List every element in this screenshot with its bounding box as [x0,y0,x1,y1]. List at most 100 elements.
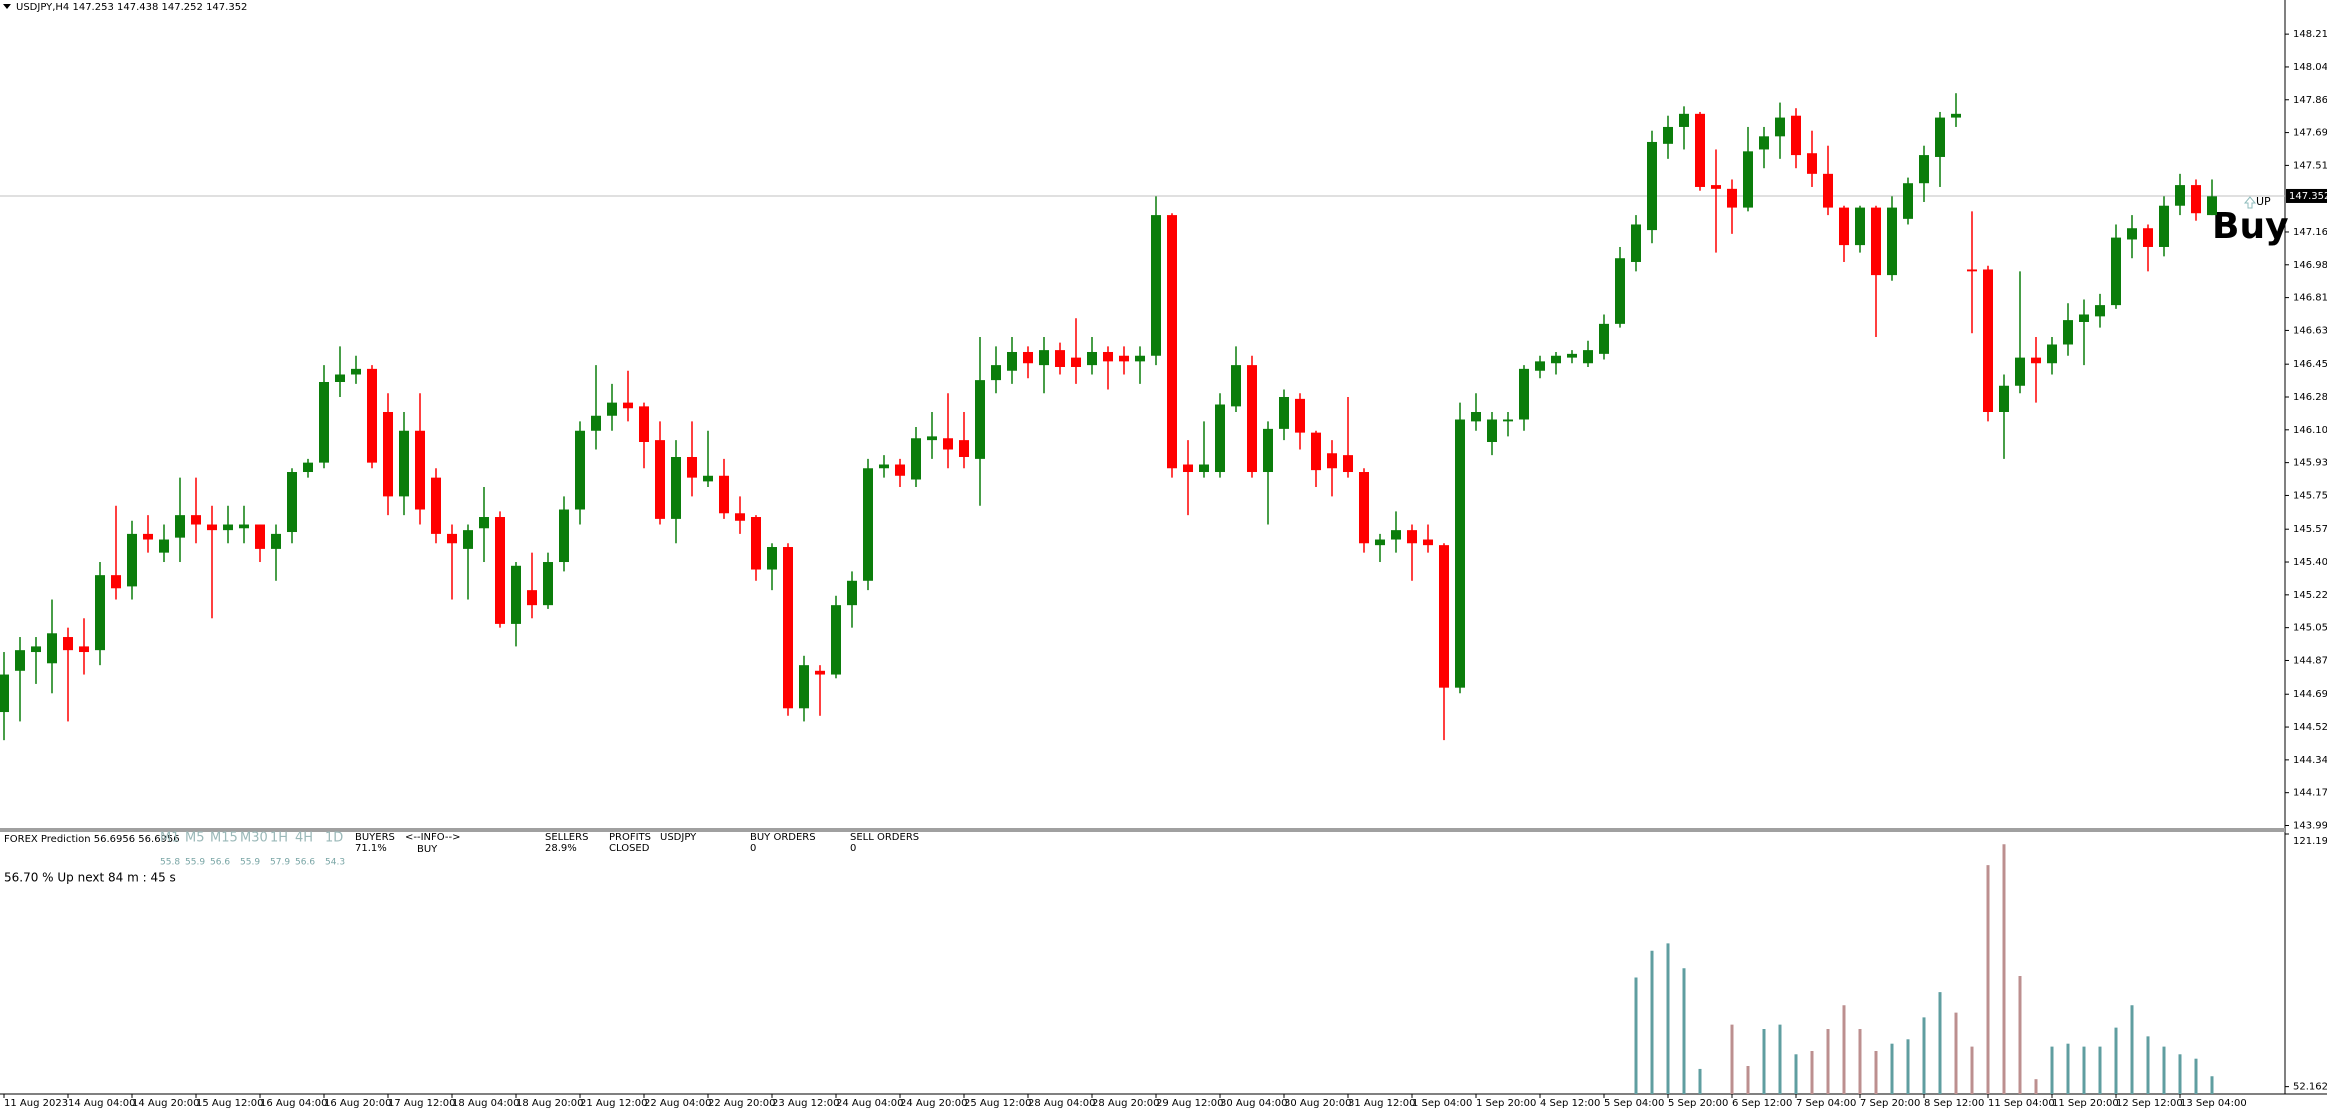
candle-body [2047,344,2057,364]
candle-body [1375,539,1385,546]
x-tick-label: 23 Aug 12:00 [772,1098,839,1109]
x-tick-label: 11 Sep 20:00 [2052,1098,2119,1109]
candle-body [1023,351,1033,364]
candle-body [639,406,649,443]
timeframe-label: M15 [210,831,238,846]
timeframe-label: 4H [295,831,313,846]
y-tick-label: 144.170 [2293,788,2327,799]
candle-body [1727,188,1737,208]
candle-body [895,464,905,476]
y-tick-label: 147.515 [2293,160,2327,171]
candle-body [303,462,313,473]
timeframe-label: M30 [240,831,268,846]
candle-body [847,580,857,606]
candle-body [47,633,57,664]
candle-body [1519,368,1529,420]
candle-body [1167,215,1177,469]
candle-body [1599,323,1609,354]
candle-body [2095,305,2105,317]
candle-body [15,650,25,671]
candle-body [495,517,505,624]
candle-body [1967,269,1977,272]
candle-body [351,368,361,375]
candle-body [575,430,585,510]
candle-body [1903,183,1913,219]
candle-body [383,411,393,497]
timeframe-value: 55.8 [160,858,180,868]
timeframe-value: 56.6 [295,858,315,868]
candle-body [927,436,937,441]
candle-body [831,605,841,675]
candle-body [1615,258,1625,324]
candle-body [767,547,777,570]
candle-body [1663,126,1673,144]
candle-body [719,475,729,514]
candle-body [1087,351,1097,366]
candle-body [2015,357,2025,386]
x-tick-label: 25 Aug 12:00 [964,1098,1031,1109]
x-tick-label: 7 Sep 20:00 [1860,1098,1920,1109]
y-tick-label: 147.160 [2293,227,2327,238]
candle-body [1823,173,1833,208]
candle-body [127,533,137,587]
candle-body [1471,411,1481,422]
x-tick-label: 18 Aug 20:00 [516,1098,583,1109]
x-tick-label: 13 Sep 04:00 [2180,1098,2247,1109]
candle-body [1391,530,1401,540]
candle-body [1583,350,1593,364]
candle-body [863,468,873,581]
y-tick-label: 145.050 [2293,623,2327,634]
candle-body [1535,361,1545,371]
x-tick-label: 15 Aug 12:00 [196,1098,263,1109]
x-tick-label: 7 Sep 04:00 [1796,1098,1856,1109]
candle-body [1759,136,1769,150]
candle-body [287,472,297,533]
candle-body [2031,357,2041,364]
candle-body [959,440,969,458]
candle-body [223,524,233,531]
x-tick-label: 30 Aug 20:00 [1284,1098,1351,1109]
candle-body [95,575,105,651]
candle-body [1695,113,1705,187]
candle-body [1071,357,1081,367]
y-tick-label: 145.225 [2293,590,2327,601]
candle-body [399,430,409,497]
candle-body [319,381,329,463]
candle-body [1503,419,1513,422]
candle-body [2159,205,2169,247]
x-tick-label: 5 Sep 20:00 [1668,1098,1728,1109]
timeframe-label: M5 [185,831,205,846]
candle-body [815,670,825,675]
x-tick-label: 30 Aug 04:00 [1220,1098,1287,1109]
y-tick-label: 145.400 [2293,557,2327,568]
candle-body [1855,207,1865,246]
menu-arrow[interactable] [3,4,11,9]
current-price-label: 147.352 [2289,191,2327,202]
x-tick-label: 5 Sep 04:00 [1604,1098,1664,1109]
signal-arrow-icon [2243,196,2257,209]
candle-body [1647,141,1657,231]
candle-body [271,533,281,549]
candle-body [1775,117,1785,137]
buyers-label: BUYERS [355,832,395,843]
sell-orders-value: 0 [850,843,856,854]
candle-body [1711,185,1721,189]
x-tick-label: 14 Aug 04:00 [68,1098,135,1109]
indicator-y-tick-label: 52.1629 [2293,1082,2327,1093]
candle-body [1951,113,1961,118]
candle-body [1935,117,1945,157]
buyers-value: 71.1% [355,843,387,854]
x-tick-label: 29 Aug 12:00 [1156,1098,1223,1109]
candle-body [799,665,809,709]
timeframe-value: 55.9 [240,858,260,868]
x-tick-label: 16 Aug 20:00 [324,1098,391,1109]
timeframe-label: 1H [270,831,288,846]
y-tick-label: 146.455 [2293,359,2327,370]
x-tick-label: 31 Aug 12:00 [1348,1098,1415,1109]
y-tick-label: 145.930 [2293,458,2327,469]
candle-body [143,533,153,540]
timeframe-value: 55.9 [185,858,205,868]
candle-body [735,513,745,521]
x-tick-label: 4 Sep 12:00 [1540,1098,1600,1109]
